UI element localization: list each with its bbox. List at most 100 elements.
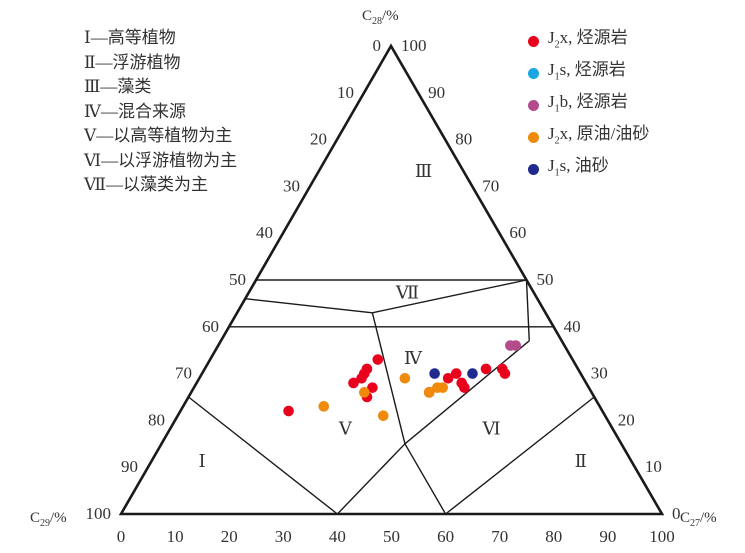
series-legend: J2x, 烃源岩 J1s, 烃源岩 J1b, 烃源岩 J2x, 原油/油砂 J1… (528, 26, 649, 185)
data-point (442, 372, 454, 384)
bottom-tick-label: 70 (491, 527, 508, 546)
data-point (480, 363, 492, 375)
left-axis-label: C29/% (30, 510, 67, 529)
left-tick-label: 80 (148, 410, 165, 429)
legend-item: J1b, 烃源岩 (528, 90, 649, 122)
region-label: Ⅰ (199, 451, 206, 471)
region-legend: Ⅰ—高等植物 Ⅱ—浮游植物 Ⅲ—藻类 Ⅳ—混合来源 Ⅴ—以高等植物为主 Ⅵ—以浮… (84, 26, 237, 198)
legend-item: J2x, 原油/油砂 (528, 122, 649, 154)
legend-label: J1b, 烃源岩 (548, 91, 628, 115)
legend-marker (528, 100, 539, 112)
right-tick-label: 20 (618, 410, 635, 429)
left-tick-label: 60 (202, 317, 219, 336)
right-axis-ticks: 0 10 20 30 40 50 60 70 80 90 100 (401, 36, 681, 523)
region-legend-item: Ⅵ—以浮游植物为主 (84, 150, 238, 170)
legend-label: J2x, 烃源岩 (548, 28, 628, 51)
right-tick-label: 50 (537, 270, 554, 289)
bottom-tick-label: 40 (329, 527, 346, 546)
legend-label: J1s, 烃源岩 (548, 59, 626, 83)
legend-marker (528, 36, 539, 48)
left-tick-label: 30 (283, 176, 300, 195)
left-tick-label: 20 (310, 130, 327, 149)
bottom-axis-ticks: 0 10 20 30 40 50 60 70 80 90 100 (117, 527, 675, 546)
region-label: Ⅳ (404, 348, 423, 368)
left-tick-label: 0 (373, 36, 382, 55)
data-point (450, 368, 462, 379)
region-label: Ⅱ (575, 451, 587, 471)
right-tick-label: 0 (672, 504, 681, 523)
region-boundaries (188, 279, 595, 515)
boundary-line (371, 312, 406, 444)
left-axis-ticks: 0 10 20 30 40 50 60 70 80 90 100 (86, 36, 382, 523)
boundary-line (188, 396, 338, 515)
region-legend-item: Ⅰ—高等植物 (84, 28, 176, 47)
bottom-tick-label: 20 (221, 527, 238, 546)
left-tick-label: 100 (86, 504, 112, 523)
boundary-line (372, 279, 527, 314)
region-label: Ⅶ (395, 283, 419, 303)
right-tick-label: 80 (455, 130, 472, 149)
data-point (356, 372, 367, 384)
data-point (437, 382, 449, 393)
left-tick-label: 90 (121, 457, 138, 476)
bottom-tick-label: 10 (167, 527, 184, 546)
data-point (359, 387, 370, 398)
region-label: Ⅴ (338, 418, 353, 438)
region-legend-item: Ⅴ—以高等植物为主 (84, 126, 233, 145)
data-point (399, 372, 411, 384)
region-label: Ⅲ (415, 161, 432, 181)
legend-item: J2x, 烃源岩 (528, 26, 649, 58)
data-point (510, 340, 522, 351)
bottom-tick-label: 90 (599, 527, 616, 546)
data-point (423, 387, 435, 398)
region-label: Ⅵ (481, 418, 500, 438)
data-point (499, 368, 511, 379)
region-legend-item: Ⅳ—混合来源 (84, 101, 186, 121)
bottom-tick-label: 60 (437, 527, 454, 546)
right-tick-label: 60 (509, 223, 526, 242)
boundary-line (336, 443, 406, 515)
data-point (429, 368, 440, 379)
region-labels: Ⅰ Ⅱ Ⅲ Ⅳ Ⅴ Ⅵ Ⅶ (199, 161, 587, 471)
right-tick-label: 30 (591, 364, 608, 383)
boundary-line (445, 396, 595, 515)
top-axis-label: C28/% (362, 8, 399, 27)
left-tick-label: 40 (256, 223, 273, 242)
data-point (367, 382, 378, 393)
bottom-tick-label: 50 (383, 527, 400, 546)
legend-marker (528, 68, 539, 80)
right-tick-label: 70 (482, 176, 499, 195)
region-legend-item: Ⅲ—藻类 (84, 77, 152, 96)
left-tick-label: 70 (175, 364, 192, 383)
right-tick-label: 40 (564, 317, 581, 336)
left-tick-label: 10 (337, 83, 354, 102)
data-point (318, 401, 330, 412)
bottom-tick-label: 0 (117, 527, 126, 546)
boundary-line (404, 340, 530, 445)
legend-label: J2x, 原油/油砂 (548, 123, 650, 147)
region-legend-item: Ⅶ—以藻类为主 (84, 175, 208, 194)
data-point (372, 354, 384, 365)
legend-item: J1s, 烃源岩 (528, 58, 649, 90)
data-point (377, 410, 389, 422)
triangle-outline (118, 43, 665, 516)
right-tick-label: 90 (428, 83, 445, 102)
legend-marker (528, 164, 539, 175)
right-tick-label: 10 (645, 457, 662, 476)
legend-item: J1s, 油砂 (528, 154, 649, 186)
boundary-line (404, 443, 447, 515)
right-tick-label: 100 (401, 36, 427, 55)
data-point (459, 382, 470, 393)
bottom-tick-label: 100 (649, 527, 675, 546)
bottom-tick-label: 80 (545, 527, 562, 546)
data-point (283, 405, 294, 417)
data-point (467, 368, 478, 379)
legend-label: J1s, 油砂 (548, 155, 609, 178)
left-tick-label: 50 (229, 270, 246, 289)
region-legend-item: Ⅱ—浮游植物 (84, 52, 181, 72)
right-axis-label: C27/% (680, 510, 717, 529)
data-point (348, 377, 359, 389)
boundary-line (525, 279, 530, 341)
legend-marker (528, 132, 539, 144)
